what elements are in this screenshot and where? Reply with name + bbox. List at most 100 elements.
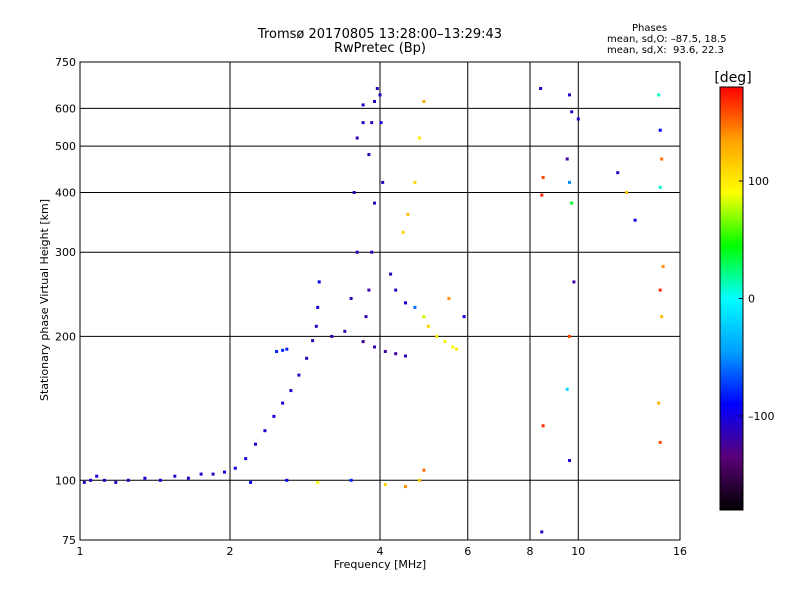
- data-point: [361, 103, 365, 107]
- data-point: [305, 356, 309, 360]
- x-tick-label: 10: [571, 545, 585, 558]
- y-tick-label: 200: [55, 330, 76, 343]
- data-point: [539, 87, 543, 90]
- chart-title: Tromsø 20170805 13:28:00–13:29:43: [257, 27, 503, 42]
- data-point: [426, 324, 430, 328]
- data-point: [383, 483, 387, 486]
- data-point: [661, 265, 665, 268]
- y-tick-label: 600: [55, 102, 76, 115]
- data-point: [568, 459, 571, 462]
- data-point: [95, 474, 99, 478]
- data-point: [223, 470, 226, 474]
- data-point: [233, 466, 237, 470]
- data-point: [443, 340, 447, 344]
- data-point: [364, 315, 368, 319]
- data-point: [540, 193, 544, 197]
- data-point: [349, 478, 353, 482]
- data-point: [657, 401, 661, 405]
- x-tick-label: 8: [527, 545, 534, 558]
- colorbar-label: [deg]: [714, 70, 751, 86]
- data-point: [317, 280, 321, 284]
- data-point: [568, 334, 571, 338]
- data-point: [143, 476, 147, 480]
- data-point: [422, 468, 426, 472]
- data-point: [343, 329, 347, 333]
- x-axis-label: Frequency [MHz]: [334, 558, 426, 571]
- data-point: [272, 414, 276, 418]
- colorbar-tick-label: –100: [748, 410, 775, 423]
- y-tick-label: 400: [55, 186, 76, 199]
- data-point: [658, 185, 662, 189]
- data-point: [633, 218, 637, 222]
- plot-frame: [79, 61, 681, 541]
- y-axis-label: Stationary phase Virtual Height [km]: [38, 199, 51, 401]
- data-point: [370, 250, 374, 254]
- data-point: [361, 121, 365, 125]
- data-point: [422, 100, 426, 103]
- x-tick-labels: 1 2 4 6 8 10 16: [77, 545, 688, 558]
- data-point: [361, 340, 365, 344]
- data-point: [572, 280, 576, 284]
- data-point: [314, 324, 318, 328]
- data-point: [404, 485, 407, 489]
- data-point: [378, 93, 382, 97]
- data-point: [658, 288, 662, 292]
- x-tick-label: 4: [377, 545, 384, 558]
- y-tick-label: 75: [62, 534, 76, 547]
- data-point: [394, 288, 398, 292]
- data-point: [114, 480, 118, 484]
- data-point: [373, 100, 376, 103]
- data-point: [285, 347, 289, 351]
- data-point: [565, 157, 569, 161]
- data-point: [383, 350, 387, 353]
- data-point: [625, 191, 629, 194]
- colorbar-tick-label: 100: [748, 175, 769, 188]
- grid-lines: [80, 62, 680, 540]
- data-point: [404, 354, 407, 358]
- data-point: [451, 345, 455, 349]
- data-point: [568, 180, 571, 184]
- data-point: [173, 474, 177, 478]
- data-point: [285, 478, 289, 482]
- x-tick-label: 16: [673, 545, 687, 558]
- data-point: [568, 93, 571, 97]
- data-point: [616, 171, 620, 175]
- y-tick-labels: 75 100 200 300 400 500 600 750: [55, 56, 76, 547]
- data-point: [254, 442, 257, 446]
- data-point: [82, 480, 86, 484]
- data-point: [199, 472, 203, 476]
- data-point: [570, 110, 574, 114]
- colorbar-ticks: 100 0 –100: [739, 175, 775, 423]
- data-point: [311, 339, 315, 343]
- data-point: [404, 301, 407, 305]
- data-point: [249, 480, 253, 484]
- data-point: [289, 389, 293, 393]
- data-point: [389, 272, 393, 276]
- data-point: [381, 180, 385, 184]
- data-point: [435, 334, 439, 338]
- y-tick-label: 100: [55, 474, 76, 487]
- phase-o-stats: mean, sd,O: –87.5, 18.5: [607, 34, 727, 45]
- phase-x-stats: mean, sd,X: 93.6, 22.3: [607, 45, 724, 56]
- data-point: [541, 424, 545, 428]
- data-point: [660, 315, 664, 319]
- data-point: [658, 440, 662, 444]
- data-point: [211, 472, 215, 476]
- data-point: [394, 352, 398, 356]
- data-point: [275, 350, 279, 353]
- data-point: [541, 176, 545, 179]
- chart-subtitle: RwPretec (Bp): [333, 41, 427, 56]
- data-point: [375, 87, 379, 90]
- colorbar-tick-label: 0: [748, 293, 755, 306]
- phases-heading: Phases: [632, 23, 668, 34]
- data-point: [413, 180, 417, 184]
- data-point: [367, 153, 371, 157]
- data-point: [263, 429, 267, 433]
- data-point: [186, 476, 190, 480]
- data-point: [297, 373, 301, 377]
- data-point: [316, 480, 320, 484]
- data-point: [406, 212, 410, 216]
- data-point: [126, 478, 130, 482]
- data-point: [89, 478, 93, 482]
